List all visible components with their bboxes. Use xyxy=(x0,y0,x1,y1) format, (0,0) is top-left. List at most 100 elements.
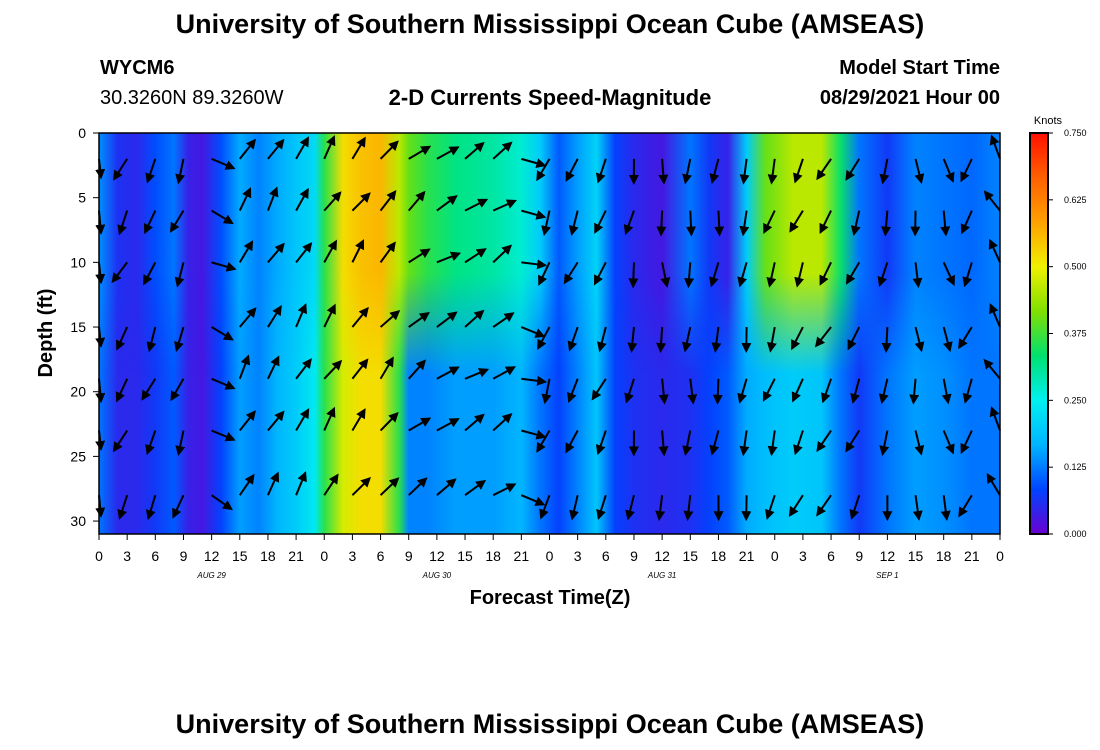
current-arrow xyxy=(351,136,366,160)
current-arrow xyxy=(816,494,832,517)
current-arrow xyxy=(295,187,309,212)
current-arrow xyxy=(239,138,257,160)
current-arrow xyxy=(739,210,750,237)
date-label: SEP 1 xyxy=(876,571,898,580)
current-arrow xyxy=(683,495,694,522)
current-arrow xyxy=(379,411,399,432)
current-arrow xyxy=(845,158,861,181)
current-arrow xyxy=(536,430,551,453)
heatmap-field xyxy=(99,133,1000,534)
current-arrow xyxy=(536,158,551,182)
current-arrow xyxy=(962,378,973,404)
current-arrow xyxy=(211,326,234,341)
current-arrow xyxy=(682,158,692,185)
x-tick-label: 6 xyxy=(377,548,385,564)
current-arrow xyxy=(594,210,607,234)
colorbar: Knots 0.000 0.125 0.250 0.375 0.500 0.625 0.75… xyxy=(1029,115,1087,539)
current-arrow xyxy=(464,309,485,328)
current-arrow xyxy=(567,326,579,352)
current-arrow xyxy=(682,430,693,456)
current-arrow xyxy=(175,158,186,185)
current-arrow xyxy=(941,378,952,405)
current-arrow xyxy=(492,312,515,328)
date-label: AUG 30 xyxy=(422,571,452,580)
current-arrow xyxy=(881,210,892,237)
current-arrow xyxy=(295,471,307,496)
x-tick-label: 0 xyxy=(546,548,554,564)
current-arrow xyxy=(492,199,517,212)
y-tick-label: 0 xyxy=(78,125,86,141)
current-arrow xyxy=(436,418,460,432)
current-arrow xyxy=(175,430,186,456)
current-arrow xyxy=(267,471,280,496)
current-arrow xyxy=(595,430,607,456)
x-axis: 0 3 6 9 12 15 18 21 0 3 6 9 12 15 18 21 0 3 6 9 12 15 18 21 0 3 6 9… xyxy=(95,534,1004,580)
current-arrow xyxy=(960,210,973,235)
current-arrow xyxy=(791,378,804,403)
current-arrow xyxy=(628,262,639,289)
current-arrow xyxy=(141,378,157,401)
current-arrow xyxy=(436,146,460,160)
current-arrow xyxy=(295,303,307,328)
current-arrow xyxy=(658,430,669,457)
current-arrow xyxy=(267,355,280,380)
current-arrow xyxy=(793,430,804,456)
y-tick-label: 25 xyxy=(70,448,86,464)
current-arrow xyxy=(958,326,973,350)
current-arrow xyxy=(323,303,336,328)
current-arrow xyxy=(655,495,666,522)
current-arrow xyxy=(656,326,667,353)
current-arrow xyxy=(323,473,339,496)
x-tick-label: 18 xyxy=(260,548,276,564)
current-arrow xyxy=(379,309,401,328)
colorbar-tick-label: 0.500 xyxy=(1064,262,1087,272)
current-arrow xyxy=(464,198,489,212)
current-arrow xyxy=(436,251,462,264)
x-tick-label: 21 xyxy=(964,548,980,564)
x-tick-label: 18 xyxy=(711,548,727,564)
current-arrow xyxy=(541,378,552,405)
current-arrow xyxy=(143,261,157,286)
current-arrow xyxy=(492,141,513,160)
current-arrow xyxy=(267,305,282,328)
current-arrow xyxy=(565,158,579,182)
current-arrow xyxy=(211,377,236,390)
current-arrow xyxy=(538,261,551,286)
current-arrow xyxy=(739,430,750,457)
current-arrow xyxy=(791,326,804,351)
current-arrow xyxy=(211,261,237,272)
current-arrow xyxy=(765,494,776,520)
current-arrow xyxy=(492,244,513,264)
current-arrow xyxy=(794,262,805,288)
current-arrow xyxy=(656,210,667,237)
station-coords: 30.3260N 89.3260W xyxy=(100,87,284,109)
current-arrow xyxy=(593,261,607,286)
current-arrow xyxy=(687,378,698,405)
current-arrow xyxy=(436,366,460,380)
current-arrow xyxy=(766,262,777,288)
x-tick-label: 9 xyxy=(405,548,413,564)
current-arrow xyxy=(623,210,635,236)
x-tick-label: 15 xyxy=(232,548,248,564)
current-arrow xyxy=(709,158,720,185)
current-arrow xyxy=(436,478,457,496)
current-arrow xyxy=(914,326,925,353)
x-tick-label: 15 xyxy=(457,548,473,564)
x-tick-label: 12 xyxy=(204,548,220,564)
colorbar-tick-label: 0.625 xyxy=(1064,195,1087,205)
current-arrow xyxy=(464,413,485,432)
current-arrow xyxy=(819,261,832,286)
current-arrow xyxy=(520,326,546,338)
current-arrow xyxy=(174,326,185,352)
current-arrow xyxy=(912,262,923,289)
current-arrow xyxy=(267,242,285,264)
current-arrow xyxy=(379,140,399,160)
current-arrow xyxy=(211,494,233,511)
colorbar-tick-label: 0.250 xyxy=(1064,395,1087,405)
current-arrow xyxy=(464,368,490,380)
current-arrow xyxy=(962,262,973,288)
x-tick-label: 9 xyxy=(180,548,188,564)
x-tick-label: 9 xyxy=(855,548,863,564)
model-start-label: Model Start Time xyxy=(839,57,1000,79)
